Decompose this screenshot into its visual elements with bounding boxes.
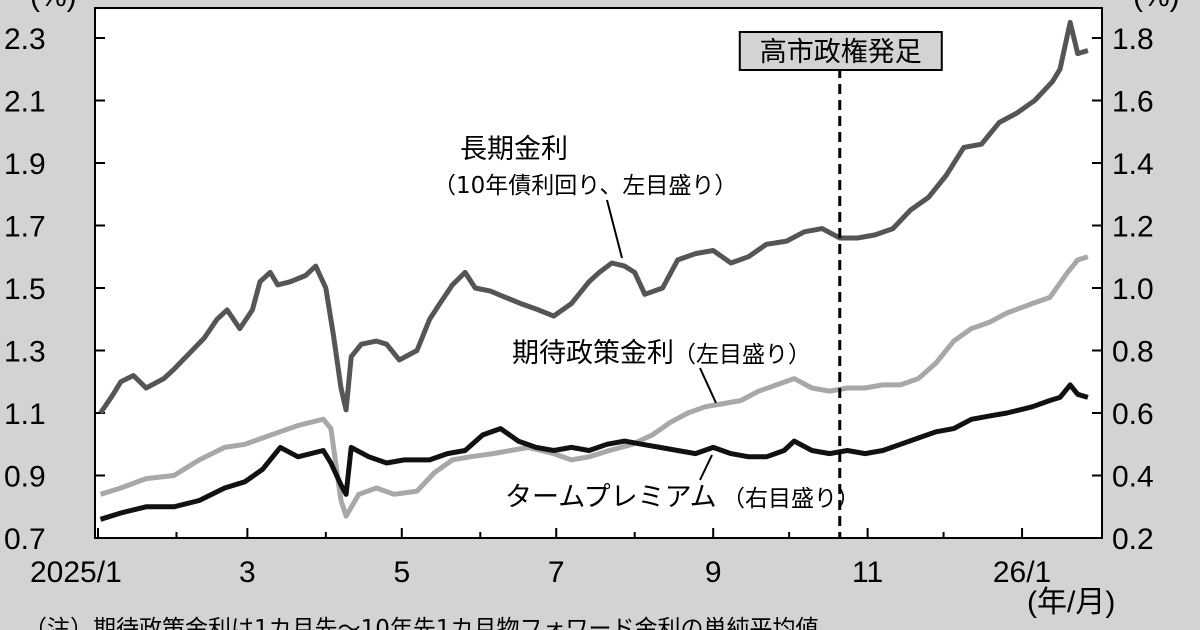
plot-frame bbox=[94, 7, 1103, 539]
series-label-term-premium: タームプレミアム bbox=[505, 482, 717, 513]
right-axis-tick-label: 0.8 bbox=[1112, 336, 1154, 369]
left-axis-tick-label: 1.9 bbox=[4, 148, 46, 181]
x-axis-tick-label: 26/1 bbox=[993, 556, 1051, 589]
event-label: 高市政権発足 bbox=[760, 37, 922, 68]
left-unit-label: (%) bbox=[30, 0, 77, 13]
x-axis-tick-label: 11 bbox=[852, 556, 883, 589]
series-label-policy-rate: 期待政策金利 bbox=[512, 338, 674, 369]
series-sublabel-long-rate: （10年債利回り、左目盛り） bbox=[433, 173, 737, 199]
right-axis-tick-label: 1.6 bbox=[1112, 86, 1154, 119]
right-axis-tick-label: 1.2 bbox=[1112, 211, 1154, 244]
right-axis-tick-label: 0.2 bbox=[1112, 523, 1154, 556]
left-axis-tick-label: 1.7 bbox=[4, 211, 46, 244]
left-axis-tick-label: 0.7 bbox=[4, 523, 46, 556]
series-line-term-premium bbox=[99, 382, 1089, 522]
x-axis-tick-label: 9 bbox=[705, 556, 722, 589]
series-line-long-rate bbox=[98, 19, 1089, 415]
x-unit-label: (年/月) bbox=[1027, 586, 1115, 619]
left-axis-tick-label: 1.5 bbox=[4, 273, 46, 306]
left-axis-tick-label: 0.9 bbox=[4, 461, 46, 494]
right-axis-tick-label: 1.4 bbox=[1112, 148, 1154, 181]
leader-line-long-rate bbox=[606, 199, 623, 259]
event-label-box bbox=[738, 31, 943, 71]
series-sublabel-policy-rate: （左目盛り） bbox=[673, 342, 811, 368]
x-axis-tick-label: 3 bbox=[239, 556, 256, 589]
left-axis-tick-label: 1.3 bbox=[4, 336, 46, 369]
right-unit-label: (%) bbox=[1133, 0, 1180, 13]
x-axis-tick-label: 5 bbox=[393, 556, 410, 589]
x-axis-tick-label: 2025/1 bbox=[30, 556, 122, 589]
left-axis-tick-label: 1.1 bbox=[4, 398, 46, 431]
right-axis-tick-label: 0.4 bbox=[1112, 461, 1154, 494]
right-axis-tick-label: 0.6 bbox=[1112, 398, 1154, 431]
leader-line-term-premium bbox=[699, 454, 713, 481]
series-label-long-rate: 長期金利 bbox=[460, 134, 568, 165]
right-axis-tick-label: 1.8 bbox=[1112, 23, 1154, 56]
left-axis-tick-label: 2.1 bbox=[4, 86, 46, 119]
footnote: （注）期待政策金利は1カ月先〜10年先1カ月物フォワード金利の単純平均値。 bbox=[24, 616, 842, 630]
x-axis-tick-label: 7 bbox=[548, 556, 565, 589]
right-axis-tick-label: 1.0 bbox=[1112, 273, 1154, 306]
series-sublabel-term-premium: （右目盛り） bbox=[722, 486, 860, 512]
series-line-policy-rate bbox=[99, 254, 1089, 519]
left-axis-tick-label: 2.3 bbox=[4, 23, 46, 56]
leader-line-policy-rate bbox=[699, 367, 717, 404]
